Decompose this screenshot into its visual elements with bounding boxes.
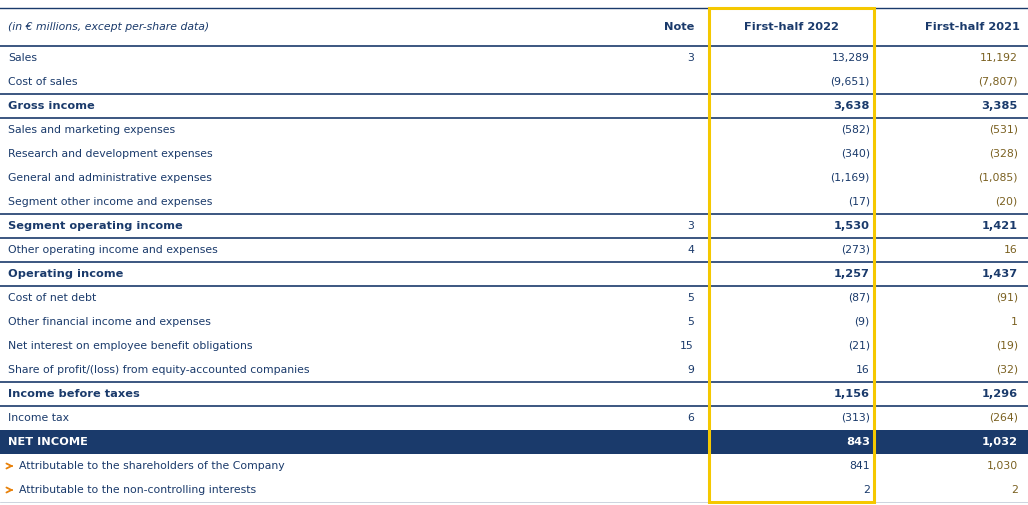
Text: 1,032: 1,032: [982, 437, 1018, 447]
Text: (340): (340): [841, 149, 870, 159]
Text: Income tax: Income tax: [8, 413, 69, 423]
Text: (21): (21): [848, 341, 870, 351]
Text: Sales: Sales: [8, 53, 37, 63]
Text: (531): (531): [989, 125, 1018, 135]
Text: Attributable to the non-controlling interests: Attributable to the non-controlling inte…: [20, 485, 256, 495]
Text: 3: 3: [687, 53, 694, 63]
Text: 1,156: 1,156: [834, 389, 870, 399]
Text: 4: 4: [687, 245, 694, 255]
Text: 16: 16: [856, 365, 870, 375]
Text: NET INCOME: NET INCOME: [8, 437, 88, 447]
Text: 16: 16: [1004, 245, 1018, 255]
Text: 13,289: 13,289: [832, 53, 870, 63]
Text: Other operating income and expenses: Other operating income and expenses: [8, 245, 218, 255]
Text: 1: 1: [1011, 317, 1018, 327]
Text: (1,085): (1,085): [979, 173, 1018, 183]
Text: (32): (32): [996, 365, 1018, 375]
Text: Sales and marketing expenses: Sales and marketing expenses: [8, 125, 176, 135]
Bar: [709, 8, 874, 502]
Text: 3,385: 3,385: [982, 101, 1018, 111]
Bar: [0, 430, 1028, 454]
Text: 11,192: 11,192: [980, 53, 1018, 63]
Text: (17): (17): [848, 197, 870, 207]
Text: First-half 2021: First-half 2021: [925, 22, 1020, 32]
Text: Operating income: Operating income: [8, 269, 123, 279]
Text: (in € millions, except per-share data): (in € millions, except per-share data): [8, 22, 210, 32]
Text: Segment operating income: Segment operating income: [8, 221, 183, 231]
Text: Attributable to the shareholders of the Company: Attributable to the shareholders of the …: [20, 461, 285, 471]
Text: 1,030: 1,030: [987, 461, 1018, 471]
Text: (313): (313): [841, 413, 870, 423]
Text: 1,437: 1,437: [982, 269, 1018, 279]
Text: Segment other income and expenses: Segment other income and expenses: [8, 197, 213, 207]
Text: 5: 5: [687, 293, 694, 303]
Text: (1,169): (1,169): [831, 173, 870, 183]
Text: Gross income: Gross income: [8, 101, 95, 111]
Text: Cost of net debt: Cost of net debt: [8, 293, 97, 303]
Text: 1,421: 1,421: [982, 221, 1018, 231]
Text: (19): (19): [996, 341, 1018, 351]
Text: (7,807): (7,807): [979, 77, 1018, 87]
Text: (9,651): (9,651): [831, 77, 870, 87]
Text: 2: 2: [862, 485, 870, 495]
Text: Other financial income and expenses: Other financial income and expenses: [8, 317, 211, 327]
Text: 2: 2: [1011, 485, 1018, 495]
Text: General and administrative expenses: General and administrative expenses: [8, 173, 212, 183]
Text: 1,296: 1,296: [982, 389, 1018, 399]
Text: 3,638: 3,638: [834, 101, 870, 111]
Text: Cost of sales: Cost of sales: [8, 77, 78, 87]
Text: (582): (582): [841, 125, 870, 135]
Text: First-half 2022: First-half 2022: [744, 22, 839, 32]
Text: 1,530: 1,530: [834, 221, 870, 231]
Text: 1,257: 1,257: [834, 269, 870, 279]
Text: (20): (20): [995, 197, 1018, 207]
Text: 841: 841: [849, 461, 870, 471]
Text: (87): (87): [848, 293, 870, 303]
Text: (9): (9): [854, 317, 870, 327]
Text: 5: 5: [687, 317, 694, 327]
Text: 3: 3: [687, 221, 694, 231]
Text: Net interest on employee benefit obligations: Net interest on employee benefit obligat…: [8, 341, 253, 351]
Text: Share of profit/(loss) from equity-accounted companies: Share of profit/(loss) from equity-accou…: [8, 365, 309, 375]
Text: (91): (91): [996, 293, 1018, 303]
Text: (328): (328): [989, 149, 1018, 159]
Text: Income before taxes: Income before taxes: [8, 389, 140, 399]
Text: 6: 6: [687, 413, 694, 423]
Text: Research and development expenses: Research and development expenses: [8, 149, 213, 159]
Text: 843: 843: [846, 437, 870, 447]
Text: (273): (273): [841, 245, 870, 255]
Text: (264): (264): [989, 413, 1018, 423]
Text: Note: Note: [663, 22, 694, 32]
Text: 15: 15: [681, 341, 694, 351]
Text: 9: 9: [687, 365, 694, 375]
